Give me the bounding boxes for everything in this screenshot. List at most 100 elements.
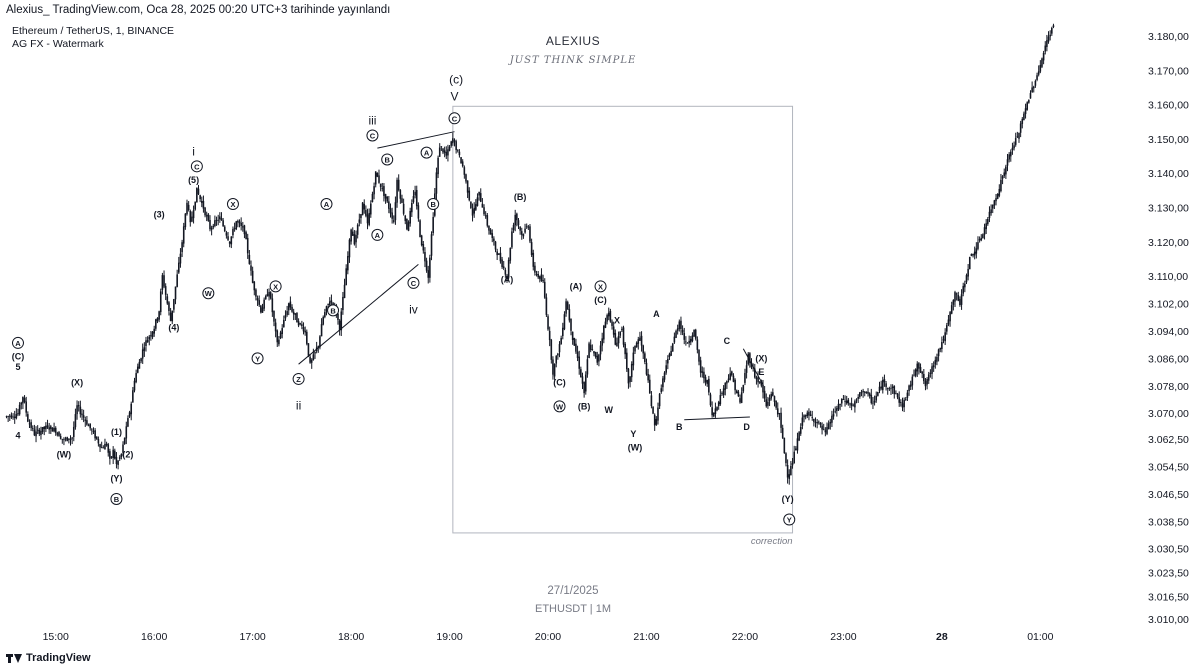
candle-body: [7, 416, 9, 417]
wave-label[interactable]: (Y): [110, 473, 122, 483]
wave-label[interactable]: (5): [188, 175, 199, 185]
candle-body: [534, 265, 536, 273]
wave-label[interactable]: iii: [368, 114, 376, 128]
wave-label[interactable]: (W): [628, 443, 643, 453]
trend-line[interactable]: [684, 416, 750, 421]
wave-label[interactable]: iv: [409, 302, 418, 316]
trend-line[interactable]: [377, 131, 455, 149]
wave-label[interactable]: (1): [111, 427, 122, 437]
wave-label[interactable]: E: [758, 367, 764, 377]
wave-label[interactable]: A: [653, 309, 660, 319]
wave-label[interactable]: C: [407, 276, 420, 289]
wave-label[interactable]: (B): [578, 401, 591, 411]
wave-label[interactable]: A: [371, 228, 384, 241]
candle-body: [455, 141, 457, 151]
candle-body: [532, 252, 535, 267]
wave-label[interactable]: Y: [251, 352, 264, 365]
wave-label[interactable]: X: [614, 316, 620, 326]
trend-line[interactable]: [298, 264, 419, 365]
wave-label[interactable]: i: [192, 145, 195, 159]
candle-body: [698, 349, 700, 362]
wave-label[interactable]: B: [327, 304, 340, 317]
candle-body: [31, 428, 34, 429]
candle-body: [427, 270, 430, 278]
wave-label[interactable]: A: [11, 336, 24, 349]
wave-label[interactable]: (W): [57, 449, 72, 459]
wave-label[interactable]: V: [450, 90, 458, 104]
correction-box[interactable]: [452, 105, 794, 534]
wave-label[interactable]: C: [366, 129, 379, 142]
wave-label[interactable]: W: [604, 405, 613, 415]
wave-label[interactable]: W: [202, 287, 215, 300]
wave-label[interactable]: B: [110, 492, 123, 505]
candle-body: [629, 376, 631, 382]
wave-label[interactable]: C: [190, 160, 203, 173]
trend-line[interactable]: [742, 348, 764, 386]
indicator-line[interactable]: AG FX - Watermark: [12, 38, 104, 50]
wave-label[interactable]: B: [427, 198, 440, 211]
tradingview-footer[interactable]: TradingView: [6, 652, 91, 664]
candle-body: [584, 374, 587, 392]
wave-label[interactable]: (C): [553, 377, 566, 387]
candle-body: [625, 352, 628, 370]
wave-label[interactable]: 5: [15, 362, 20, 372]
symbol-line[interactable]: Ethereum / TetherUS, 1, BINANCE: [12, 25, 175, 37]
candle-body: [570, 318, 572, 331]
wave-label[interactable]: A: [320, 198, 333, 211]
wave-label-circle: [269, 280, 282, 293]
candle-body: [862, 390, 864, 393]
wave-label[interactable]: X: [269, 280, 282, 293]
candle-body: [23, 397, 26, 402]
wave-label-circle: [594, 280, 607, 293]
candle-body: [18, 404, 21, 415]
wave-label[interactable]: 4: [15, 431, 20, 441]
wave-label[interactable]: W: [553, 400, 566, 413]
candle-body: [842, 399, 845, 400]
candle-body: [297, 321, 300, 326]
candles[interactable]: [5, 23, 1055, 485]
wave-label[interactable]: (C): [594, 295, 607, 305]
candle-body: [937, 349, 940, 357]
candle-body: [637, 339, 640, 344]
price-axis[interactable]: 3.180,00 3.170,00 3.160,00 3.150,00 3.140,00…: [1148, 31, 1189, 626]
wave-label[interactable]: (B): [514, 192, 527, 202]
wave-label[interactable]: C: [448, 112, 461, 125]
plot-area[interactable]: correction 5 4 (C) A (X) (W) (1) (2) (Y) B (3) (4) (5…: [5, 23, 1055, 547]
wave-label[interactable]: D: [743, 422, 750, 432]
time-axis[interactable]: 15:00 16:00 17:00 18:00 19:00 20:00 21:00 22:00…: [43, 631, 1054, 643]
wave-label[interactable]: Y: [630, 429, 636, 439]
candle-body: [176, 274, 178, 287]
candle-body: [904, 398, 907, 400]
candle-body: [465, 174, 467, 182]
wave-label[interactable]: (X): [71, 377, 83, 387]
wave-label[interactable]: (4): [168, 323, 179, 333]
candle-body: [401, 198, 403, 203]
wave-label[interactable]: Y: [783, 513, 796, 526]
candle-body: [914, 369, 917, 376]
wave-label[interactable]: (2): [122, 449, 133, 459]
wave-label[interactable]: (A): [501, 274, 514, 284]
wave-label[interactable]: B: [676, 422, 683, 432]
candle-body: [624, 343, 626, 355]
candle-body: [189, 211, 192, 223]
tradingview-brand: TradingView: [26, 652, 91, 664]
wave-label[interactable]: B: [381, 153, 394, 166]
wave-label[interactable]: X: [226, 198, 239, 211]
candle-body: [1046, 40, 1048, 47]
wave-label[interactable]: (X): [755, 353, 767, 363]
wave-label[interactable]: X: [594, 280, 607, 293]
candle-body: [54, 427, 57, 433]
wave-label[interactable]: ii: [296, 398, 301, 412]
wave-label[interactable]: (C): [12, 352, 25, 362]
wave-label-text: A: [15, 339, 21, 348]
wave-label[interactable]: (c): [449, 73, 463, 87]
wave-label[interactable]: (Y): [782, 494, 794, 504]
wave-label[interactable]: Z: [292, 372, 305, 385]
wave-label[interactable]: (3): [154, 209, 165, 219]
wave-label[interactable]: (A): [570, 281, 583, 291]
candle-body: [996, 194, 999, 199]
wave-label[interactable]: A: [420, 146, 433, 159]
watermark-pair: ETHUSDT | 1M: [535, 603, 611, 615]
wave-label[interactable]: C: [724, 336, 731, 346]
